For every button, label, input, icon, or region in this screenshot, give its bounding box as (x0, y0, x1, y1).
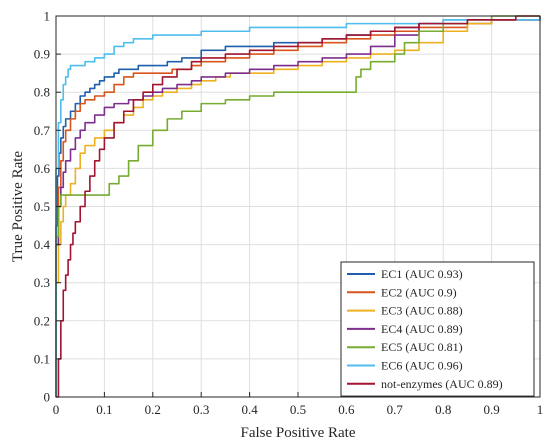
y-tick-label: 0.1 (34, 351, 50, 366)
series-line-5 (55, 15, 540, 397)
y-tick-label: 0.8 (34, 85, 50, 100)
series-lines (55, 15, 541, 398)
x-tick-label: 0 (53, 402, 60, 417)
legend-label: EC2 (AUC 0.9) (381, 285, 457, 299)
x-axis-label: False Positive Rate (241, 425, 356, 441)
y-tick-label: 0.5 (34, 199, 50, 214)
x-tick-label: 0.1 (96, 402, 112, 417)
x-tick-label: 1 (537, 402, 544, 417)
y-tick-label: 0.9 (34, 47, 50, 62)
x-tick-label: 0.4 (241, 402, 258, 417)
legend-label: EC1 (AUC 0.93) (381, 267, 463, 281)
y-tick-label: 0.4 (34, 237, 51, 252)
y-tick-label: 0 (44, 390, 51, 405)
y-tick-label: 0.2 (34, 313, 50, 328)
series-line-4 (55, 16, 541, 397)
x-tick-label: 0.2 (145, 402, 161, 417)
x-tick-label: 0.7 (387, 402, 404, 417)
x-tick-label: 0.9 (483, 402, 499, 417)
legend-label: EC5 (AUC 0.81) (381, 340, 463, 354)
x-tick-label: 0.8 (435, 402, 451, 417)
x-tick-label: 0.5 (290, 402, 306, 417)
y-axis-label: True Positive Rate (10, 151, 26, 262)
ticks: 0 0.1 0.2 0.3 0.4 0.5 0.6 0.7 0.8 0.9 1 0 0.1 0.2 0.3 0… (34, 9, 544, 418)
y-tick-label: 0.7 (34, 123, 51, 138)
series-line-6 (55, 16, 541, 397)
x-tick-label: 0.3 (193, 402, 209, 417)
y-tick-label: 0.6 (34, 161, 51, 176)
legend-label: not-enzymes (AUC 0.89) (381, 377, 503, 391)
legend-label: EC6 (AUC 0.96) (381, 359, 463, 373)
legend: EC1 (AUC 0.93) EC2 (AUC 0.9) EC3 (AUC 0.88… (340, 261, 535, 397)
y-tick-label: 1 (44, 9, 51, 24)
legend-label: EC3 (AUC 0.88) (381, 304, 463, 318)
series-line-7 (56, 15, 540, 398)
y-tick-label: 0.3 (34, 275, 50, 290)
legend-label: EC4 (AUC 0.89) (381, 322, 463, 336)
x-tick-label: 0.6 (338, 402, 355, 417)
